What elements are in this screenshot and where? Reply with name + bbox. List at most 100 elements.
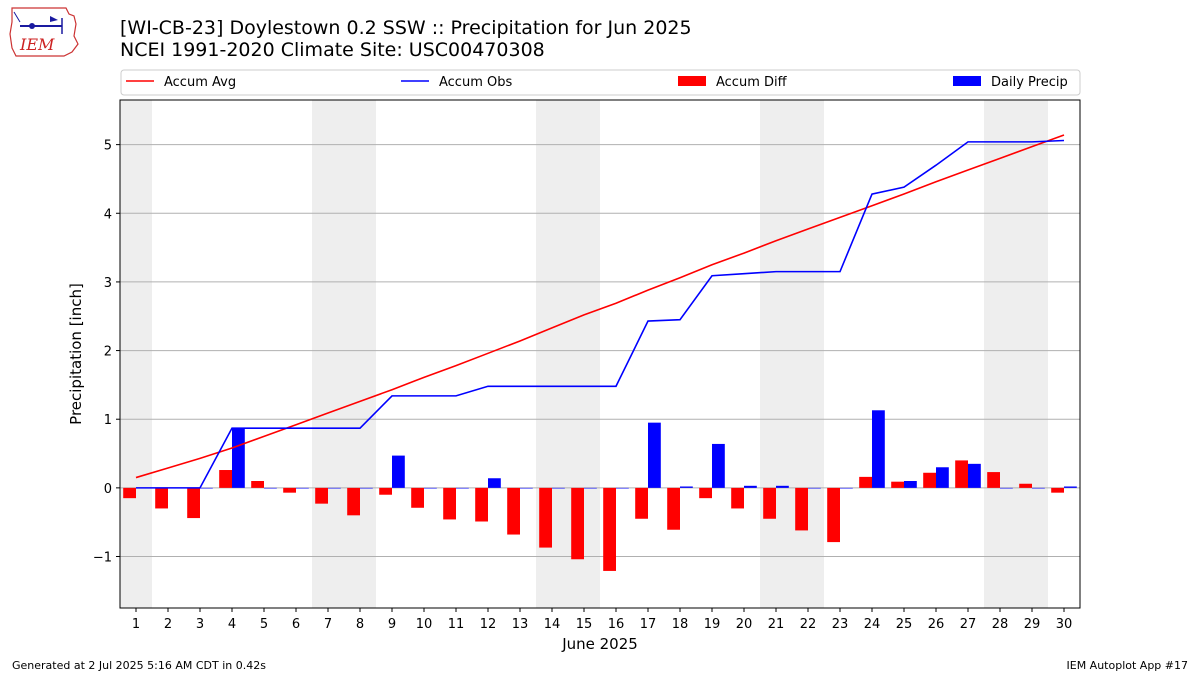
daily-precip-bar [488,478,501,488]
x-tick-label: 23 [832,617,849,632]
accum-diff-bar [731,487,744,509]
daily-precip-bar [392,455,405,488]
chart-title: [WI-CB-23] Doylestown 0.2 SSW :: Precipi… [120,17,692,39]
accum-diff-bar [923,472,936,488]
x-tick-label: 7 [324,617,332,632]
x-tick-label: 28 [992,617,1009,632]
x-tick-label: 3 [196,617,204,632]
accum-diff-bar [539,487,552,548]
x-tick-label: 30 [1056,617,1073,632]
plot-frame [119,99,1081,609]
daily-precip-bar [744,485,757,488]
y-tick-label: −1 [93,551,112,566]
x-tick-label: 20 [736,617,753,632]
x-tick-label: 26 [928,617,945,632]
daily-precip-bar [680,486,693,488]
x-tick-label: 2 [164,617,172,632]
daily-precip-legend-label: Daily Precip [991,75,1068,90]
app-label: IEM Autoplot App #17 [1066,659,1189,672]
accum-diff-bar [955,460,968,488]
y-tick-label: 0 [104,482,112,497]
x-tick-label: 6 [292,617,300,632]
accum-obs-line [136,139,1065,489]
y-tick-label: 1 [104,413,112,428]
daily-precip-bar [968,463,981,488]
accum-diff-bar [283,487,296,493]
daily-precip-bar [424,487,437,489]
accum-diff-bar [187,487,200,519]
accum-diff-bar [859,476,872,488]
daily-precip-bar [1032,487,1045,489]
weekend-band [120,100,152,608]
accum-diff-bar [987,472,1000,488]
daily-precip-bar [584,487,597,489]
iem-logo: IEM [9,7,79,57]
x-tick-label: 21 [768,617,785,632]
daily-precip-bar [648,422,661,488]
x-tick-label: 15 [576,617,593,632]
accum-diff-bar [699,487,712,499]
x-tick-label: 16 [608,617,625,632]
accum-avg-line [135,134,1065,479]
accum-diff-bar [123,487,136,499]
daily-precip-bar [520,487,533,489]
daily-precip-bar [552,487,565,489]
accum-avg-legend-label: Accum Avg [164,75,236,90]
accum-diff-bar [475,487,488,522]
accum-diff-bar [1019,483,1032,488]
accum-diff-bar [571,487,584,560]
accum-diff-bar [315,487,328,504]
daily-precip-bar [808,487,821,489]
x-tick-label: 17 [640,617,657,632]
x-tick-label: 5 [260,617,268,632]
daily-precip-bar [936,467,949,488]
accum-diff-bar [635,487,648,519]
weekend-band [312,100,376,608]
accum-diff-bar [219,470,232,488]
legend-box [120,69,1081,96]
daily-precip-bar [712,443,725,488]
accum-diff-bar [1051,487,1064,493]
daily-precip-bar [264,487,277,489]
generated-timestamp: Generated at 2 Jul 2025 5:16 AM CDT in 0… [12,659,266,672]
daily-precip-bar [1064,486,1077,488]
daily-precip-bar [904,481,917,488]
daily-precip-bar [840,487,853,489]
daily-precip-bar [360,487,373,489]
accum-diff-bar [763,487,776,519]
x-tick-label: 14 [544,617,561,632]
weekend-band [984,100,1048,608]
y-axis-label: Precipitation [inch] [67,283,85,425]
daily-precip-legend-swatch [953,76,981,86]
accum-diff-bar [891,481,904,488]
daily-precip-bar [872,410,885,488]
x-tick-label: 24 [864,617,881,632]
accum-diff-bar [667,487,680,530]
accum-diff-legend-swatch [678,76,706,86]
y-tick-label: 5 [104,139,112,154]
daily-precip-bar [296,487,309,489]
accum-obs-legend-label: Accum Obs [439,75,512,90]
accum-diff-bar [347,487,360,516]
daily-precip-bar [1000,487,1013,489]
daily-precip-bar [776,485,789,488]
x-tick-label: 22 [800,617,817,632]
y-tick-label: 3 [104,276,112,291]
x-tick-label: 25 [896,617,913,632]
accum-diff-bar [827,487,840,543]
x-tick-label: 9 [388,617,396,632]
y-tick-label: 2 [104,345,112,360]
x-tick-label: 19 [704,617,721,632]
accum-diff-bar [411,487,424,508]
weekend-band [760,100,824,608]
x-tick-label: 18 [672,617,689,632]
daily-precip-bar [200,487,213,489]
accum-diff-bar [443,487,456,520]
x-tick-label: 8 [356,617,364,632]
daily-precip-bar [616,487,629,489]
accum-diff-bar [603,487,616,571]
daily-precip-bar [328,487,341,489]
accum-diff-bar [251,481,264,488]
logo-text: IEM [19,35,55,54]
